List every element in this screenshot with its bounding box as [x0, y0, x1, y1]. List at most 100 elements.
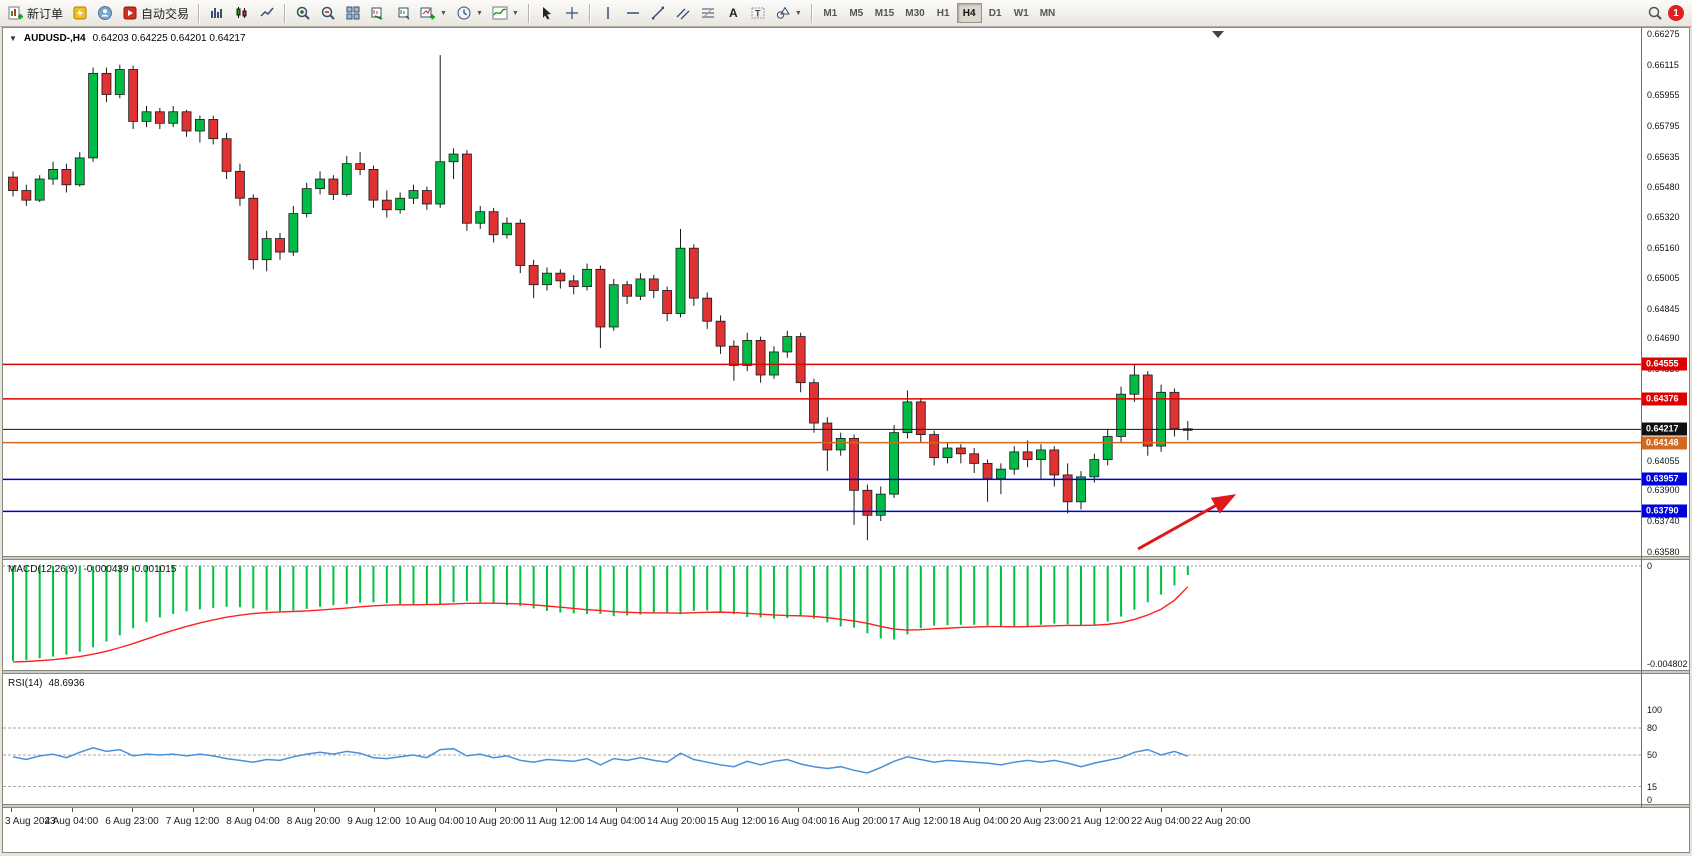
- indicators-icon: [492, 6, 508, 20]
- timeframe-m30[interactable]: M30: [900, 3, 929, 23]
- time-label: 11 Aug 12:00: [526, 816, 585, 827]
- arrange-right-icon: [398, 7, 410, 20]
- vertical-line-icon: [607, 7, 609, 19]
- price-chart-panel[interactable]: [3, 28, 1641, 556]
- label-icon: T: [751, 7, 765, 19]
- toolbar-separator: [527, 3, 530, 23]
- macd-signal-line: [12, 586, 1189, 663]
- clock-icon: [457, 6, 471, 20]
- time-tick: [132, 808, 133, 812]
- indicators-button[interactable]: ▼: [488, 2, 523, 24]
- toolbar-separator: [588, 3, 591, 23]
- time-tick: [797, 808, 799, 812]
- time-axis[interactable]: 3 Aug 2023 4 Aug 04:00 6 Aug 23:00 7 Aug 12…: [3, 808, 1641, 855]
- rsi-panel[interactable]: [3, 674, 1641, 804]
- community-button[interactable]: [93, 2, 117, 24]
- time-label: 15 Aug 12:00: [707, 816, 767, 827]
- price-tick: 0.63900: [1647, 485, 1680, 496]
- price-level-badge: 0.64148: [1642, 436, 1687, 450]
- new-chart-icon: [420, 7, 436, 20]
- timeframe-m5[interactable]: M5: [844, 3, 869, 23]
- new-order-button[interactable]: 新订单: [4, 2, 67, 24]
- crosshair-tool-button[interactable]: [560, 2, 584, 24]
- chevron-down-icon: ▼: [511, 9, 519, 17]
- community-icon: [98, 6, 113, 20]
- zoom-out-button[interactable]: [316, 2, 340, 24]
- price-level-badge: 0.64217: [1642, 422, 1687, 436]
- time-label: 14 Aug 20:00: [647, 816, 706, 827]
- cursor-tool-button[interactable]: [535, 2, 559, 24]
- time-tick: [737, 808, 738, 812]
- time-tick: [11, 808, 12, 812]
- trendline-icon: [651, 6, 664, 20]
- auto-trading-button[interactable]: 自动交易: [118, 2, 193, 24]
- toolbar-separator: [284, 3, 287, 23]
- candlestick-mode-button[interactable]: [230, 2, 254, 24]
- time-tick: [858, 808, 859, 812]
- label-tool-button[interactable]: T: [746, 2, 770, 24]
- metaeditor-icon: [73, 6, 87, 20]
- channel-tool-button[interactable]: [671, 2, 695, 24]
- time-label: 21 Aug 12:00: [1070, 816, 1130, 827]
- timeframe-mn[interactable]: MN: [1035, 3, 1061, 23]
- one-click-trading-toggle[interactable]: ▼: [9, 34, 17, 43]
- price-tick: 0.65480: [1647, 181, 1680, 192]
- periodicity-button[interactable]: ▼: [452, 2, 487, 24]
- tile-windows-button[interactable]: [341, 2, 365, 24]
- macd-panel[interactable]: [3, 560, 1641, 670]
- price-level-badge: 0.64376: [1642, 392, 1687, 406]
- timeframe-h1[interactable]: H1: [931, 3, 956, 23]
- bar-chart-mode-button[interactable]: [205, 2, 229, 24]
- price-tick: 0.66115: [1647, 59, 1679, 70]
- notification-badge[interactable]: 1: [1668, 5, 1684, 21]
- shapes-tool-button[interactable]: ▼: [771, 2, 806, 24]
- trendline-tool-button[interactable]: [646, 2, 670, 24]
- horizontal-line-tool-button[interactable]: [621, 2, 645, 24]
- text-tool-button[interactable]: A: [721, 2, 745, 24]
- tile-windows-icon: [346, 6, 360, 20]
- arrange-right-button[interactable]: [391, 2, 415, 24]
- time-tick: [192, 808, 194, 812]
- timeframe-h4[interactable]: H4: [956, 3, 982, 23]
- panel-separator: [3, 804, 1689, 808]
- metaeditor-button[interactable]: [68, 2, 92, 24]
- price-axis[interactable]: 0.66275 0.66115 0.65955 0.65795 0.65635 0.654…: [1642, 28, 1688, 856]
- fibonacci-tool-button[interactable]: [696, 2, 720, 24]
- price-tick: 0.65635: [1647, 151, 1680, 162]
- rsi-label: RSI(14) 48.6936: [8, 678, 85, 689]
- trend-arrow-annotation: [1137, 494, 1237, 551]
- panel-separator[interactable]: [3, 556, 1689, 560]
- price-tick: 0.65320: [1647, 212, 1680, 223]
- time-label: 8 Aug 04:00: [226, 816, 280, 827]
- line-chart-mode-button[interactable]: [255, 2, 279, 24]
- timeframe-m1[interactable]: M1: [818, 3, 843, 23]
- price-tick: 0.64845: [1647, 303, 1680, 314]
- rsi-name: RSI(14): [8, 678, 43, 689]
- timeframe-w1[interactable]: W1: [1009, 3, 1034, 23]
- toolbar-separator: [198, 3, 201, 23]
- vertical-line-tool-button[interactable]: [596, 2, 620, 24]
- auto-trading-icon: [123, 6, 137, 20]
- ohlc-values: 0.64203 0.64225 0.64201 0.64217: [92, 33, 246, 44]
- search-button[interactable]: [1643, 2, 1667, 24]
- time-tick: [979, 808, 980, 812]
- time-label: 14 Aug 04:00: [586, 816, 646, 827]
- time-tick: [676, 808, 678, 812]
- price-tick: 0.66275: [1647, 28, 1680, 39]
- arrange-left-button[interactable]: [366, 2, 390, 24]
- time-tick: [1039, 808, 1041, 812]
- time-label: 10 Aug 04:00: [405, 816, 464, 827]
- new-chart-button[interactable]: ▼: [416, 2, 451, 24]
- chevron-down-icon: ▼: [440, 9, 447, 17]
- arrange-left-icon: [371, 7, 383, 20]
- time-tick: [313, 808, 315, 812]
- timeframe-d1[interactable]: D1: [983, 3, 1008, 23]
- time-label: 16 Aug 04:00: [768, 816, 827, 827]
- axis-border: [1641, 28, 1642, 808]
- time-tick: [253, 808, 254, 812]
- search-icon: [1648, 6, 1662, 20]
- zoom-in-button[interactable]: [291, 2, 315, 24]
- panel-separator[interactable]: [3, 670, 1689, 674]
- crosshair-icon: [565, 7, 578, 19]
- timeframe-m15[interactable]: M15: [870, 3, 899, 23]
